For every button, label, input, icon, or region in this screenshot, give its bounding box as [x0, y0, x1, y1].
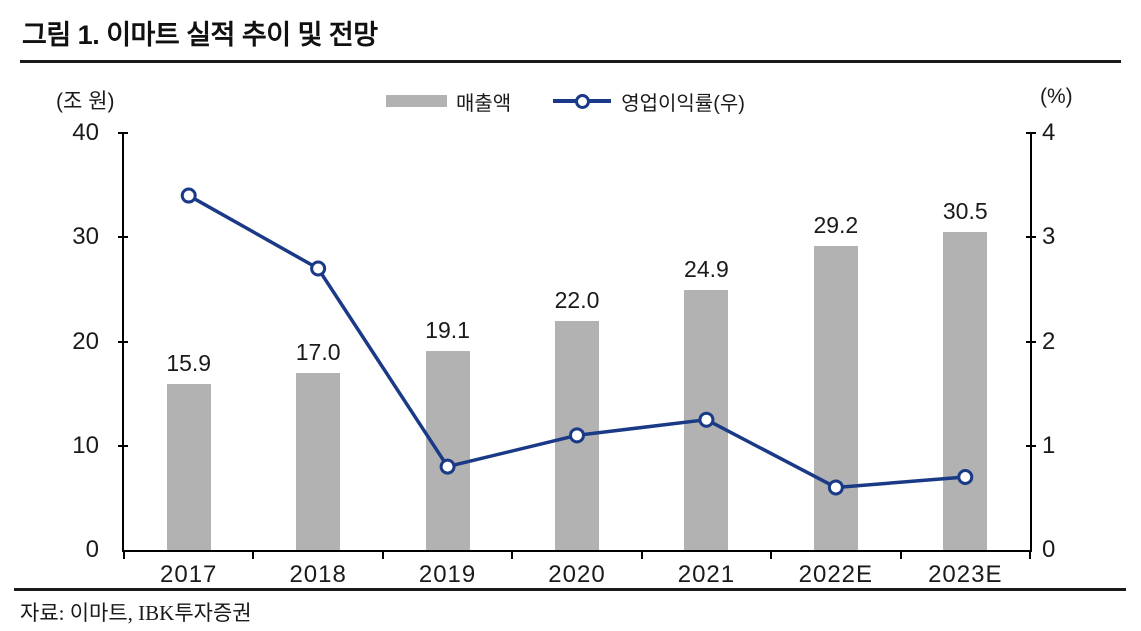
left-axis-unit: (조 원) [56, 90, 115, 113]
margin-point-marker [827, 479, 844, 496]
bar-value-label: 15.9 [166, 350, 212, 377]
left-axis-tick [118, 444, 128, 447]
right-axis-line [1030, 133, 1032, 552]
x-axis-category-label: 2022E [798, 561, 874, 588]
right-axis-unit: (%) [1040, 85, 1073, 108]
margin-point-marker [439, 458, 456, 475]
y-axis-right-labels: 0 1 2 3 4 [1042, 120, 1088, 563]
y-axis-right-tick-label: 4 [1042, 119, 1056, 146]
x-axis-tick [511, 552, 514, 559]
margin-legend-label: 영업이익률(우) [621, 92, 745, 115]
margin-point-marker [310, 260, 327, 277]
margin-legend-marker-icon [574, 93, 590, 109]
legend: 매출액 영업이익률(우) [386, 88, 745, 115]
revenue-bar [425, 350, 470, 550]
margin-point-marker [569, 427, 585, 444]
x-axis-tick [1029, 552, 1031, 559]
y-axis-left-tick-label: 10 [72, 431, 99, 459]
y-axis-right-tick-label: 2 [1042, 327, 1056, 355]
left-axis-tick [118, 132, 128, 134]
left-axis-tick [118, 340, 128, 343]
footer-divider [14, 588, 1126, 591]
bar-value-label: 24.9 [684, 256, 729, 283]
title-divider [20, 60, 1121, 63]
x-axis-tick [640, 552, 643, 559]
y-axis-left-tick-label: 0 [85, 536, 99, 563]
y-axis-left-labels: 0 10 20 30 40 [53, 120, 99, 563]
bar-value-label: 30.5 [942, 198, 988, 225]
x-axis-category-label: 2023E [928, 561, 1003, 588]
bar-value-label: 29.2 [813, 211, 859, 238]
x-axis-category-label: 2020 [548, 561, 606, 588]
revenue-bar [166, 384, 211, 550]
revenue-legend-label: 매출액 [456, 92, 512, 115]
x-axis-category-label: 2019 [418, 561, 477, 588]
source-note: 자료: 이마트, IBK투자증권 [20, 601, 252, 625]
bar-value-label: 19.1 [425, 316, 470, 343]
y-axis-left-tick-label: 30 [72, 223, 99, 251]
bar-value-label: 22.0 [554, 286, 600, 313]
revenue-bar [813, 245, 858, 550]
x-axis-line [122, 550, 1032, 552]
x-axis-tick [770, 552, 773, 559]
left-axis-tick [118, 236, 128, 239]
x-axis-category-label: 2017 [160, 561, 218, 588]
margin-line-layer [180, 187, 974, 496]
revenue-bar [943, 232, 988, 550]
y-axis-right-tick-label: 3 [1042, 223, 1056, 251]
margin-legend-line-icon [553, 93, 612, 109]
figure-title: 그림 1. 이마트 실적 추이 및 전망 [22, 20, 378, 50]
revenue-legend-swatch-icon [386, 95, 447, 107]
right-axis-tick [1026, 236, 1036, 239]
right-axis-tick [1026, 444, 1036, 447]
y-axis-left-tick-label: 20 [72, 327, 99, 355]
x-axis-tick [252, 552, 255, 559]
left-axis-line [122, 133, 124, 552]
margin-point-marker [957, 469, 974, 486]
y-axis-left-tick-label: 40 [72, 119, 99, 146]
y-axis-right-tick-label: 0 [1042, 536, 1056, 563]
x-axis-labels: 2017 2018 2019 2020 2021 2022E 2023E [124, 561, 1030, 589]
x-axis-category-label: 2021 [677, 561, 736, 588]
x-axis-category-label: 2018 [289, 561, 347, 588]
x-axis-tick [381, 552, 384, 559]
x-axis-tick [123, 552, 125, 559]
right-axis-tick [1026, 132, 1036, 134]
margin-point-marker [698, 411, 715, 428]
margin-point-marker [180, 187, 197, 204]
x-axis-tick [899, 552, 902, 559]
bar-value-label: 17.0 [295, 338, 341, 365]
y-axis-right-tick-label: 1 [1042, 431, 1056, 459]
margin-line [187, 194, 966, 490]
plot-area: 15.9 17.0 19.1 22.0 24.9 29.2 30.5 [118, 132, 1036, 559]
right-axis-tick [1026, 340, 1036, 343]
revenue-bar [296, 372, 341, 550]
